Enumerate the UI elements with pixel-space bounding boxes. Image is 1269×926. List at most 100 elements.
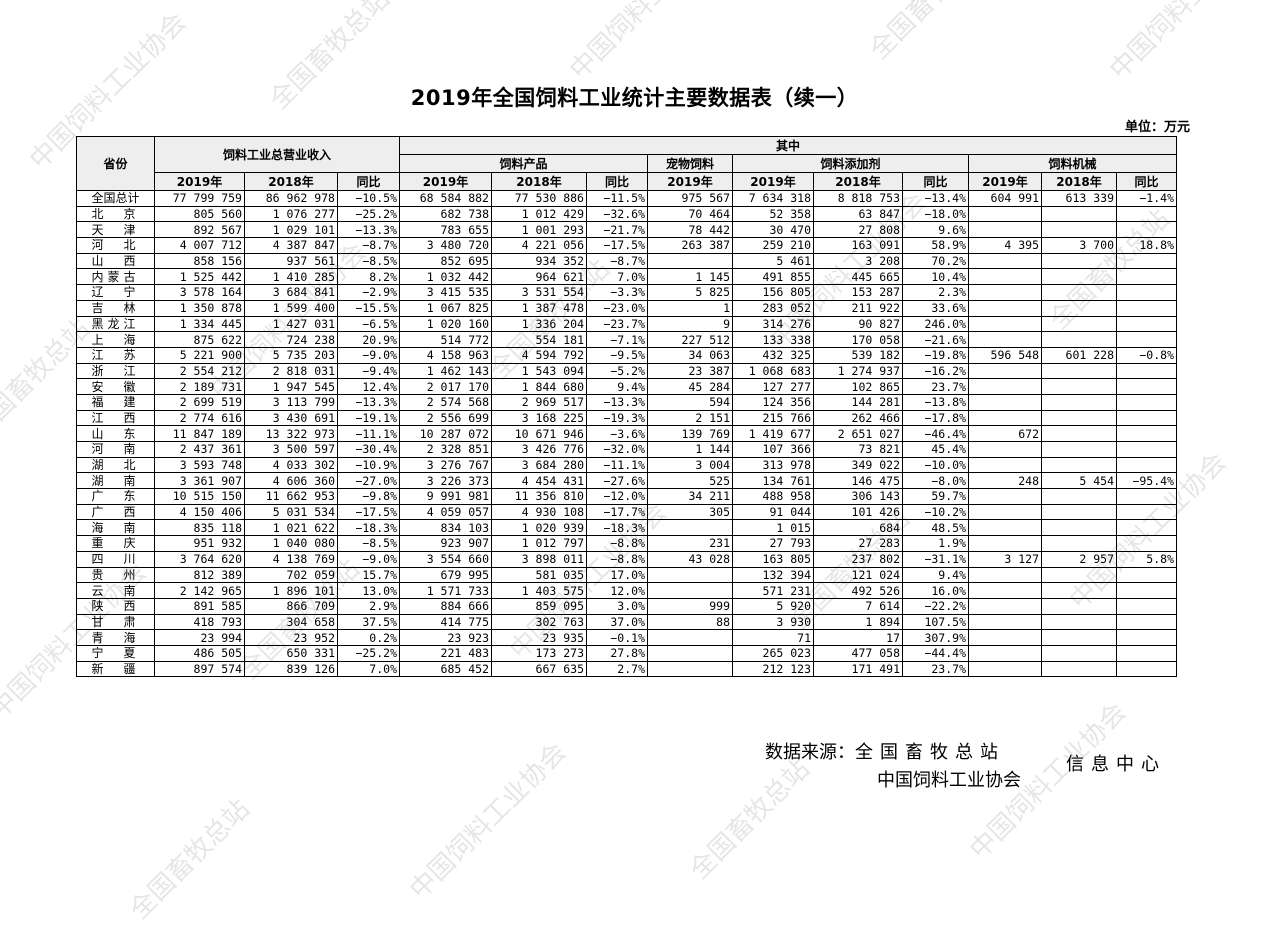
value-cell: −31.1% bbox=[902, 550, 969, 568]
value-cell: 30 470 bbox=[732, 221, 814, 239]
value-cell: 539 182 bbox=[813, 346, 903, 364]
value-cell bbox=[968, 331, 1042, 348]
province-cell: 广 东 bbox=[76, 488, 155, 505]
value-cell: 107 366 bbox=[732, 441, 814, 458]
value-cell: 23 387 bbox=[647, 362, 733, 380]
value-cell: −23.0% bbox=[586, 299, 648, 317]
value-cell: 237 802 bbox=[813, 550, 903, 568]
value-cell: 5 920 bbox=[732, 597, 814, 615]
value-cell bbox=[1116, 456, 1177, 474]
value-cell: −27.0% bbox=[337, 472, 400, 490]
value-cell bbox=[968, 456, 1042, 474]
value-cell bbox=[1041, 613, 1117, 631]
value-cell: 1 144 bbox=[647, 441, 733, 458]
value-cell bbox=[1116, 393, 1177, 411]
value-cell: 23 935 bbox=[491, 629, 587, 646]
value-cell: −8.8% bbox=[586, 535, 648, 552]
value-cell bbox=[1116, 362, 1177, 380]
value-cell: 4 387 847 bbox=[244, 237, 338, 254]
value-cell: 45.4% bbox=[902, 441, 969, 458]
value-cell: 156 805 bbox=[732, 284, 814, 301]
value-cell: −11.1% bbox=[586, 456, 648, 474]
value-cell bbox=[968, 378, 1042, 395]
value-cell: −9.0% bbox=[337, 346, 400, 364]
value-cell: 3 430 691 bbox=[244, 409, 338, 427]
value-cell: −8.8% bbox=[586, 550, 648, 568]
value-cell: 3 361 907 bbox=[154, 472, 245, 490]
value-cell: 78 442 bbox=[647, 221, 733, 239]
value-cell: 48.5% bbox=[902, 519, 969, 537]
value-cell: 27.8% bbox=[586, 644, 648, 662]
value-cell bbox=[1041, 503, 1117, 521]
value-cell: 68 584 882 bbox=[399, 190, 492, 207]
value-cell: 1 012 797 bbox=[491, 535, 587, 552]
province-cell: 江 西 bbox=[76, 409, 155, 427]
value-cell bbox=[968, 268, 1042, 286]
value-cell: 884 666 bbox=[399, 597, 492, 615]
value-cell: 23 952 bbox=[244, 629, 338, 646]
statistics-table: 省份 饲料工业总营业收入 其中 饲料产品 宠物饲料 饲料添加剂 饲料机械 201… bbox=[76, 136, 1177, 678]
table-row: 海 南 835 118 1 021 622 −18.3% 834 103 1 020 93… bbox=[76, 519, 1177, 537]
source-org-tail: 信息中心 bbox=[1066, 754, 1166, 775]
watermark-text: 全国畜牧总站 bbox=[684, 753, 816, 886]
value-cell: 246.0% bbox=[902, 315, 969, 333]
header-pet-feed: 宠物饲料 bbox=[647, 154, 733, 173]
province-cell: 河 北 bbox=[76, 237, 155, 254]
value-cell: 27 283 bbox=[813, 535, 903, 552]
table-body: 全国总计 77 799 759 86 962 978 −10.5% 68 584 882… bbox=[76, 190, 1177, 678]
table-row-total: 全国总计 77 799 759 86 962 978 −10.5% 68 584 882… bbox=[76, 190, 1177, 207]
value-cell: 5 221 900 bbox=[154, 346, 245, 364]
value-cell bbox=[968, 503, 1042, 521]
value-cell: −9.4% bbox=[337, 362, 400, 380]
value-cell: 265 023 bbox=[732, 644, 814, 662]
value-cell bbox=[968, 613, 1042, 631]
value-cell: 1 020 160 bbox=[399, 315, 492, 333]
table-row: 宁 夏 486 505 650 331 −25.2% 221 483 173 273 27.… bbox=[76, 644, 1177, 662]
table-row: 甘 肃 418 793 304 658 37.5% 414 775 302 763 37.0… bbox=[76, 613, 1177, 631]
value-cell: 525 bbox=[647, 472, 733, 490]
value-cell: 3 226 373 bbox=[399, 472, 492, 490]
value-cell: 7.0% bbox=[586, 268, 648, 286]
value-cell: 307.9% bbox=[902, 629, 969, 646]
value-cell: 52 358 bbox=[732, 205, 814, 223]
value-cell: 11 847 189 bbox=[154, 425, 245, 442]
value-cell: 10 671 946 bbox=[491, 425, 587, 442]
value-cell: 7.0% bbox=[337, 660, 400, 678]
value-cell: 10 515 150 bbox=[154, 488, 245, 505]
watermark-text: 中国饲料工业协会 bbox=[564, 0, 733, 86]
unit-label: 单位：万元 bbox=[1124, 120, 1190, 135]
value-cell: 581 035 bbox=[491, 566, 587, 584]
value-cell: 86 962 978 bbox=[244, 190, 338, 207]
value-cell: 951 932 bbox=[154, 535, 245, 552]
value-cell bbox=[1116, 488, 1177, 505]
value-cell: 304 658 bbox=[244, 613, 338, 631]
value-cell: 1 068 683 bbox=[732, 362, 814, 380]
value-cell: 20.9% bbox=[337, 331, 400, 348]
table-row: 贵 州 812 389 702 059 15.7% 679 995 581 035 17.0… bbox=[76, 566, 1177, 584]
value-cell: −15.5% bbox=[337, 299, 400, 317]
value-cell: 227 512 bbox=[647, 331, 733, 348]
value-cell: 37.5% bbox=[337, 613, 400, 631]
value-cell: 9.6% bbox=[902, 221, 969, 239]
value-cell: 891 585 bbox=[154, 597, 245, 615]
value-cell: 13.0% bbox=[337, 582, 400, 599]
value-cell: 4 221 056 bbox=[491, 237, 587, 254]
value-cell bbox=[1116, 425, 1177, 442]
value-cell: 866 709 bbox=[244, 597, 338, 615]
value-cell: −3.3% bbox=[586, 284, 648, 301]
value-cell: −5.2% bbox=[586, 362, 648, 380]
value-cell: −9.8% bbox=[337, 488, 400, 505]
value-cell: 33.6% bbox=[902, 299, 969, 317]
value-cell: −30.4% bbox=[337, 441, 400, 458]
value-cell: −17.8% bbox=[902, 409, 969, 427]
value-cell bbox=[647, 252, 733, 270]
value-cell: 0.2% bbox=[337, 629, 400, 646]
value-cell: 211 922 bbox=[813, 299, 903, 317]
value-cell: 15.7% bbox=[337, 566, 400, 584]
value-cell: −11.5% bbox=[586, 190, 648, 207]
value-cell: 7 614 bbox=[813, 597, 903, 615]
value-cell bbox=[968, 393, 1042, 411]
value-cell: 4 033 302 bbox=[244, 456, 338, 474]
